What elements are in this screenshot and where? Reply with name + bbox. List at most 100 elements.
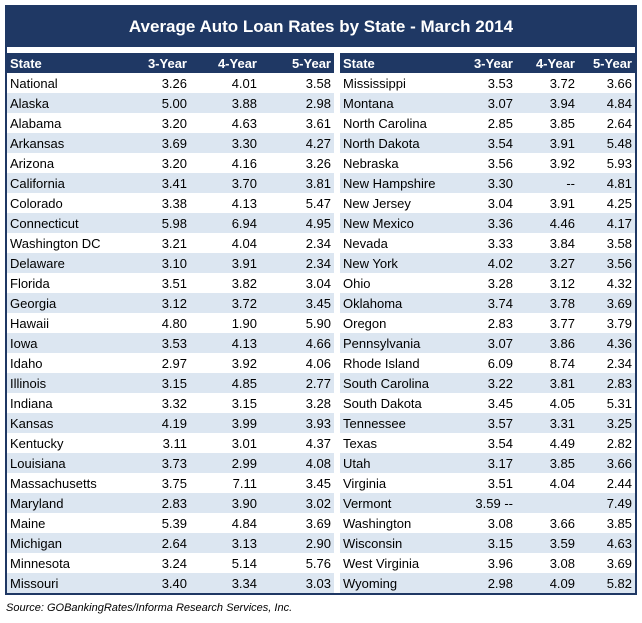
table-row: New Mexico 3.36 4.46 4.17 xyxy=(340,213,635,233)
five-year-cell: 5.82 xyxy=(578,573,635,593)
table-row: Washington DC 3.21 4.04 2.34 xyxy=(7,233,334,253)
four-year-cell: 2.99 xyxy=(190,453,260,473)
three-year-cell: 3.20 xyxy=(161,155,187,171)
five-year-cell: 4.66 xyxy=(260,333,334,353)
state-cell: Alaska xyxy=(7,93,120,113)
table-row: New Jersey 3.04 3.91 4.25 xyxy=(340,193,635,213)
three-year-cell: 3.11 xyxy=(162,435,187,451)
table-row: Indiana 3.32 3.15 3.28 xyxy=(7,393,334,413)
table-row: Mississippi 3.53 3.72 3.66 xyxy=(340,73,635,93)
four-year-cell: 1.90 xyxy=(231,315,257,331)
three-year-cell: 3.53 xyxy=(487,75,513,91)
three-year-cell: 3.45 xyxy=(487,395,513,411)
four-year-cell: 3.13 xyxy=(190,533,260,553)
state-cell: West Virginia xyxy=(343,555,420,571)
table-header-row: State 3-Year 4-Year 5-Year xyxy=(7,53,334,73)
table-row: New York 4.02 3.27 3.56 xyxy=(340,253,635,273)
state-cell: Oregon xyxy=(343,315,387,331)
three-year-cell: 3.54 xyxy=(487,435,513,451)
five-year-cell: 3.45 xyxy=(305,475,331,491)
three-year-cell: 3.56 xyxy=(487,155,513,171)
four-year-cell: 3.91 xyxy=(190,253,260,273)
state-cell: Indiana xyxy=(10,395,53,411)
state-cell: Florida xyxy=(10,275,50,291)
four-year-cell: 3.92 xyxy=(549,155,575,171)
three-year-cell: 3.57 xyxy=(463,413,516,433)
three-year-cell: 3.75 xyxy=(161,475,187,491)
state-cell: Maryland xyxy=(7,493,120,513)
four-year-cell: 3.81 xyxy=(516,373,578,393)
five-year-cell: 2.64 xyxy=(606,115,632,131)
three-year-cell: 3.15 xyxy=(463,533,516,553)
three-year-cell: 3.69 xyxy=(120,133,190,153)
state-cell: National xyxy=(10,75,58,91)
four-year-header: 4-Year xyxy=(516,53,578,73)
four-year-cell: 7.11 xyxy=(232,475,257,491)
state-cell: Kentucky xyxy=(10,435,64,451)
state-cell: Iowa xyxy=(7,333,120,353)
five-year-cell: 3.69 xyxy=(578,293,635,313)
three-year-cell: 5.39 xyxy=(161,515,187,531)
five-year-cell: 7.49 xyxy=(578,493,635,513)
state-cell: Virginia xyxy=(343,475,387,491)
five-year-cell: 3.28 xyxy=(305,395,331,411)
three-year-cell: 3.96 xyxy=(487,555,513,571)
three-year-cell: 3.24 xyxy=(161,555,187,571)
state-cell: Hawaii xyxy=(10,315,50,331)
three-year-cell: 4.19 xyxy=(120,413,190,433)
table-row: California 3.41 3.70 3.81 xyxy=(7,173,334,193)
table-row: Arkansas 3.69 3.30 4.27 xyxy=(7,133,334,153)
five-year-cell: 4.36 xyxy=(578,333,635,353)
five-year-cell: 2.34 xyxy=(305,235,331,251)
four-year-cell: 3.94 xyxy=(516,93,578,113)
three-year-cell: 3.36 xyxy=(463,213,516,233)
four-year-cell: 3.27 xyxy=(516,253,578,273)
five-year-cell: 3.26 xyxy=(305,155,331,171)
table-row: Oregon 2.83 3.77 3.79 xyxy=(340,313,635,333)
table-row: Vermont 3.59 -- 7.49 xyxy=(340,493,635,513)
table-row: North Carolina 2.85 3.85 2.64 xyxy=(340,113,635,133)
three-year-cell: 2.97 xyxy=(161,355,187,371)
three-year-cell: 3.30 xyxy=(463,173,516,193)
four-year-cell: 3.70 xyxy=(190,173,260,193)
three-year-cell: 3.38 xyxy=(161,195,187,211)
state-header: State xyxy=(7,53,120,73)
four-year-cell: 3.15 xyxy=(231,395,257,411)
five-year-cell: 2.82 xyxy=(606,435,632,451)
state-cell: Washington xyxy=(343,515,412,531)
table-row: Pennsylvania 3.07 3.86 4.36 xyxy=(340,333,635,353)
five-year-cell: 3.45 xyxy=(260,293,334,313)
state-cell: New Mexico xyxy=(340,213,463,233)
three-year-cell: 3.22 xyxy=(463,373,516,393)
table-row: Kansas 4.19 3.99 3.93 xyxy=(7,413,334,433)
four-year-cell: 3.12 xyxy=(549,275,575,291)
table-row: Michigan 2.64 3.13 2.90 xyxy=(7,533,334,553)
three-year-cell: 3.15 xyxy=(120,373,190,393)
four-year-cell: -- xyxy=(516,173,578,193)
five-year-cell: 2.83 xyxy=(578,373,635,393)
three-year-cell: 3.41 xyxy=(120,173,190,193)
four-year-cell: 4.09 xyxy=(516,573,578,593)
table-row: Rhode Island 6.09 8.74 2.34 xyxy=(340,353,635,373)
three-year-cell: 3.74 xyxy=(463,293,516,313)
five-year-cell: 3.58 xyxy=(305,75,331,91)
five-year-cell: 4.06 xyxy=(305,355,331,371)
table-row: Kentucky 3.11 3.01 4.37 xyxy=(7,433,334,453)
five-year-cell: 3.81 xyxy=(260,173,334,193)
four-year-cell: 3.72 xyxy=(549,75,575,91)
state-cell: Oklahoma xyxy=(340,293,463,313)
state-cell: Delaware xyxy=(7,253,120,273)
three-year-cell: 3.07 xyxy=(463,93,516,113)
state-cell: Maine xyxy=(10,515,46,531)
three-year-cell: 3.07 xyxy=(463,333,516,353)
four-year-cell: 3.77 xyxy=(549,315,575,331)
five-year-cell: 4.17 xyxy=(578,213,635,233)
four-year-cell: 4.16 xyxy=(231,155,257,171)
chart-title: Average Auto Loan Rates by State - March… xyxy=(7,7,635,47)
state-cell: Pennsylvania xyxy=(340,333,463,353)
three-year-header: 3-Year xyxy=(463,53,516,73)
five-year-cell: 3.25 xyxy=(578,413,635,433)
five-year-cell: 5.76 xyxy=(305,555,331,571)
three-year-cell: 4.80 xyxy=(161,315,187,331)
state-cell: Rhode Island xyxy=(343,355,420,371)
